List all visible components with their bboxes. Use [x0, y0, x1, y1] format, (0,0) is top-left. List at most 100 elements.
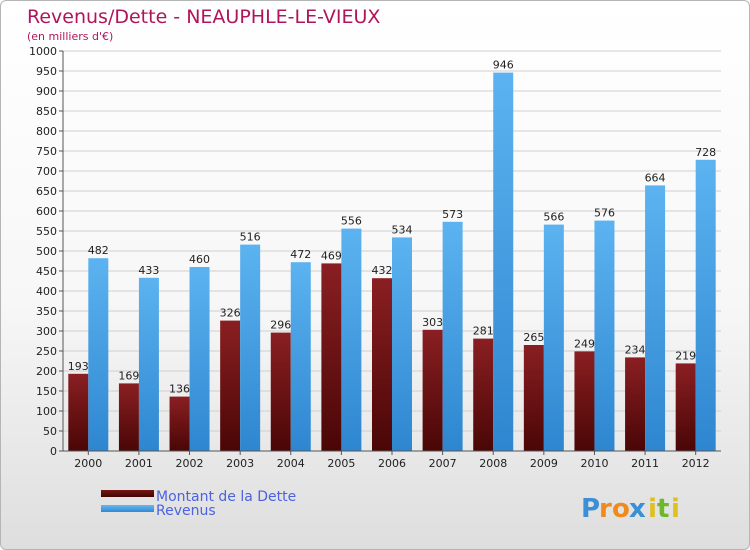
y-tick-label: 350 — [36, 305, 57, 318]
bar-debt — [473, 338, 494, 451]
y-tick-label: 600 — [36, 205, 57, 218]
bar-debt — [270, 332, 291, 451]
bars: 193 482 169 433 136 460 326 516 296 472 469 556 432 5… — [68, 59, 716, 452]
y-tick-label: 300 — [36, 325, 57, 338]
legend-swatch-debt — [101, 490, 154, 497]
chart-title: Revenus/Dette - NEAUPHLE-LE-VIEUX — [27, 6, 381, 28]
bar-debt — [523, 345, 544, 451]
data-label-revenus: 566 — [543, 211, 564, 224]
bar-revenus — [290, 262, 311, 451]
svg-text:x: x — [629, 494, 646, 524]
data-label-debt: 265 — [523, 331, 544, 344]
data-label-revenus: 576 — [594, 207, 615, 220]
data-label-revenus: 664 — [645, 171, 666, 184]
y-tick-label: 850 — [36, 105, 57, 118]
bar-revenus — [442, 221, 463, 451]
y-tick-label: 250 — [36, 345, 57, 358]
y-tick-label: 50 — [43, 425, 57, 438]
data-label-debt: 432 — [372, 264, 393, 277]
y-tick-label: 550 — [36, 225, 57, 238]
bar-revenus — [695, 159, 716, 452]
bar-revenus — [341, 228, 362, 451]
y-axis: 0 50 100 150 200 250 300 350 400 450 500 550 600 650 7… — [29, 45, 64, 458]
x-tick-label: 2011 — [631, 457, 659, 470]
y-tick-label: 1000 — [29, 45, 57, 58]
chart-subtitle: (en milliers d'€) — [27, 30, 114, 43]
data-label-debt: 234 — [625, 343, 646, 356]
bar-revenus — [645, 185, 666, 451]
x-tick-label: 2001 — [125, 457, 153, 470]
bar-revenus — [88, 258, 109, 451]
bar-debt — [118, 383, 139, 451]
bar-debt — [574, 351, 595, 451]
data-label-debt: 136 — [169, 383, 190, 396]
svg-text:r: r — [599, 494, 612, 524]
data-label-revenus: 472 — [290, 248, 311, 261]
bar-debt — [220, 320, 241, 451]
y-tick-label: 450 — [36, 265, 57, 278]
bar-debt — [372, 278, 392, 451]
y-tick-label: 500 — [36, 245, 57, 258]
svg-text:P: P — [581, 494, 600, 524]
data-label-revenus: 534 — [392, 223, 413, 236]
x-tick-label: 2007 — [429, 457, 457, 470]
x-tick-label: 2006 — [378, 457, 406, 470]
x-tick-label: 2002 — [176, 457, 204, 470]
data-label-revenus: 556 — [341, 215, 362, 228]
bar-revenus — [594, 220, 615, 451]
proxiti-logo: P r o x i t i — [581, 494, 680, 524]
bar-revenus — [138, 277, 159, 451]
data-label-revenus: 573 — [442, 208, 463, 221]
bar-debt — [675, 363, 696, 451]
y-tick-label: 750 — [36, 145, 57, 158]
svg-text:o: o — [612, 494, 630, 524]
x-tick-label: 2003 — [226, 457, 254, 470]
svg-text:i: i — [671, 494, 680, 524]
data-label-debt: 326 — [220, 307, 241, 320]
x-tick-label: 2008 — [479, 457, 507, 470]
data-label-revenus: 460 — [189, 253, 210, 266]
legend: Montant de la Dette Revenus — [101, 489, 296, 519]
bar-revenus — [543, 224, 564, 451]
data-label-debt: 303 — [422, 316, 443, 329]
bar-debt — [625, 357, 646, 451]
y-tick-label: 650 — [36, 185, 57, 198]
y-tick-label: 200 — [36, 365, 57, 378]
data-label-debt: 469 — [321, 249, 342, 262]
data-label-debt: 219 — [675, 349, 696, 362]
y-tick-label: 700 — [36, 165, 57, 178]
y-tick-label: 100 — [36, 405, 57, 418]
bar-revenus — [189, 267, 210, 451]
data-label-revenus: 728 — [695, 146, 716, 159]
x-axis: 2000 2001 2002 2003 2004 2005 2006 2007 2008 2009… — [63, 450, 721, 470]
legend-label-revenus: Revenus — [156, 503, 216, 519]
legend-swatch-revenus — [101, 505, 154, 512]
data-label-revenus: 946 — [493, 59, 514, 72]
y-tick-label: 400 — [36, 285, 57, 298]
bar-revenus — [240, 244, 261, 451]
x-tick-label: 2005 — [327, 457, 355, 470]
data-label-debt: 169 — [118, 369, 139, 382]
y-tick-label: 950 — [36, 65, 57, 78]
bar-revenus — [392, 237, 412, 451]
svg-text:i: i — [648, 494, 657, 524]
y-tick-label: 150 — [36, 385, 57, 398]
data-label-revenus: 433 — [138, 264, 159, 277]
svg-text:t: t — [657, 494, 669, 524]
x-tick-label: 2004 — [277, 457, 305, 470]
y-tick-label: 900 — [36, 85, 57, 98]
data-label-debt: 193 — [68, 360, 89, 373]
bar-debt — [169, 396, 190, 451]
y-tick-label: 0 — [50, 445, 57, 458]
x-tick-label: 2000 — [74, 457, 102, 470]
bar-revenus — [493, 72, 514, 451]
data-label-debt: 281 — [473, 325, 494, 338]
bar-debt — [321, 263, 342, 451]
bar-debt — [68, 373, 89, 451]
data-label-debt: 296 — [270, 319, 291, 332]
x-tick-label: 2012 — [682, 457, 710, 470]
x-tick-label: 2010 — [580, 457, 608, 470]
bar-debt — [422, 329, 443, 451]
